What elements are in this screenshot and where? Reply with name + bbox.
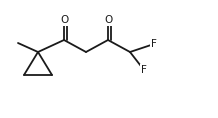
Text: O: O [60,15,68,25]
Text: F: F [141,65,147,75]
Text: O: O [104,15,112,25]
Text: F: F [151,39,157,49]
